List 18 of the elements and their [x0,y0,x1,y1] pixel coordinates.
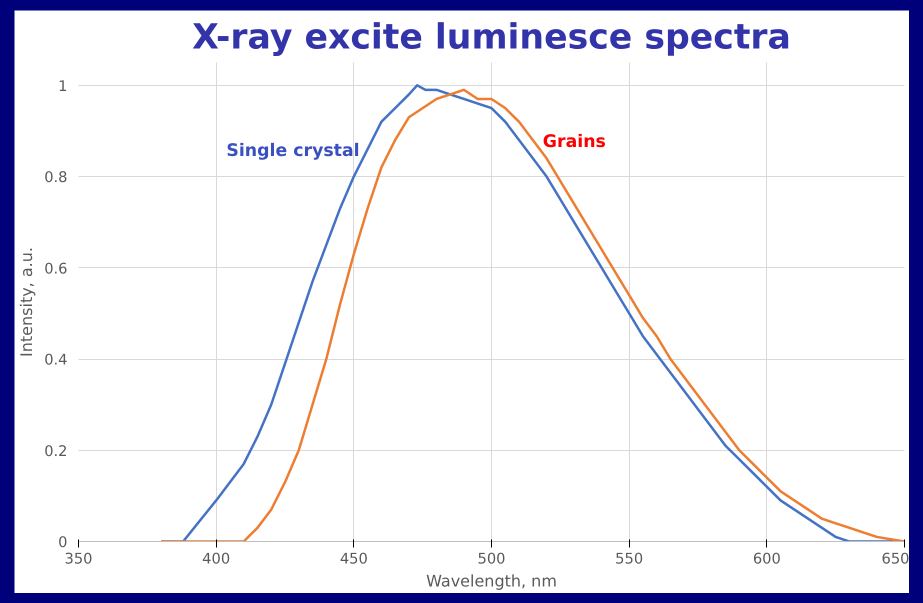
y-axis-title: Intensity, a.u. [17,247,36,357]
y-tick-label: 0.2 [44,442,68,460]
x-axis-title: Wavelength, nm [426,572,557,590]
x-tick-label: 450 [340,550,368,568]
x-tick-label: 350 [64,550,92,568]
x-tick-label: 650 [882,550,910,568]
x-tick-label: 600 [752,550,781,568]
x-tick-label: 550 [615,550,644,568]
series-label: Grains [542,132,606,152]
y-tick-label: 0.4 [44,352,68,369]
y-tick-label: 0.6 [44,260,68,278]
series-label: Single crystal [226,141,360,162]
x-tick-label: 500 [478,550,506,568]
chart-title: X-ray excite luminesce spectra [192,18,791,58]
y-tick-label: 0 [58,534,68,551]
y-tick-label: 1 [58,78,68,95]
x-tick-label: 400 [202,550,230,568]
y-tick-label: 0.8 [44,169,68,186]
